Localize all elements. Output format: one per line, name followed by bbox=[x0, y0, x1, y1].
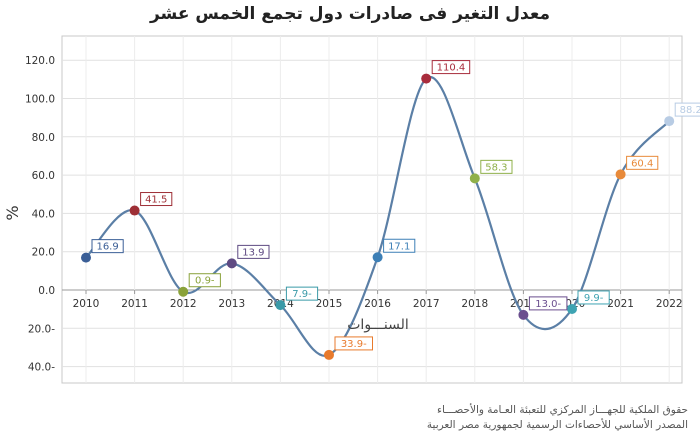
data-point bbox=[324, 349, 334, 360]
data-label: 9.9- bbox=[584, 293, 604, 304]
data-point bbox=[567, 303, 577, 314]
data-label-box bbox=[285, 286, 319, 301]
data-label-box bbox=[334, 336, 373, 351]
data-label: 17.1 bbox=[388, 241, 410, 252]
data-point bbox=[275, 300, 286, 311]
data-point bbox=[664, 116, 675, 127]
x-tick-label: 2016 bbox=[364, 298, 391, 310]
y-tick-label: 40.0- bbox=[28, 362, 55, 374]
x-tick-label: 2018 bbox=[461, 298, 488, 310]
chart-title: معدل التغير فى صادرات دول تجمع الخمس عشر bbox=[149, 4, 550, 24]
y-tick-label: 60.0 bbox=[32, 170, 55, 182]
data-label: 16.9 bbox=[96, 242, 118, 253]
x-tick-label: 2012 bbox=[170, 298, 197, 310]
x-axis-label: السنـــوات bbox=[347, 317, 408, 333]
data-label: 13.0- bbox=[535, 299, 561, 310]
data-label: 41.5 bbox=[145, 195, 167, 206]
data-point bbox=[615, 169, 626, 180]
x-tick-label: 2021 bbox=[607, 298, 634, 310]
data-label-box bbox=[674, 102, 700, 117]
plot-area bbox=[61, 35, 683, 384]
y-tick-label: 20.0- bbox=[28, 323, 55, 335]
x-tick-label: 2013 bbox=[218, 298, 245, 310]
y-tick-label: 120.0 bbox=[25, 55, 55, 67]
data-label-box bbox=[237, 244, 270, 259]
data-label-box bbox=[383, 238, 416, 253]
data-point bbox=[372, 252, 383, 263]
y-tick-label: 0.0 bbox=[38, 285, 55, 297]
data-point bbox=[178, 286, 189, 297]
data-label: 13.9 bbox=[242, 247, 264, 258]
data-label: 33.9- bbox=[341, 339, 367, 350]
data-point bbox=[129, 205, 140, 216]
y-tick-label: 100.0 bbox=[25, 94, 55, 106]
x-tick-label: 2022 bbox=[656, 298, 683, 310]
data-label: 7.9- bbox=[292, 289, 312, 300]
data-label-box bbox=[577, 290, 610, 305]
data-label: 60.4 bbox=[631, 158, 653, 169]
data-points bbox=[81, 73, 675, 360]
data-point bbox=[518, 309, 529, 320]
data-label: 58.3 bbox=[485, 162, 507, 173]
data-label-box bbox=[140, 192, 173, 207]
x-tick-label: 2010 bbox=[73, 298, 100, 310]
data-label-box bbox=[528, 296, 568, 311]
data-label-box bbox=[431, 60, 471, 75]
x-tick-label: 2015 bbox=[316, 298, 343, 310]
data-point bbox=[81, 252, 91, 263]
data-label-box bbox=[480, 159, 513, 174]
data-label: 0.9- bbox=[195, 276, 215, 287]
data-label: 110.4 bbox=[437, 63, 466, 74]
data-label-box bbox=[626, 155, 659, 170]
y-tick-label: 40.0 bbox=[32, 208, 55, 220]
data-labels: 16.9 41.5 0.9- 13.9 7.9- 33.9- 17.1 110.4 58.3 13… bbox=[91, 60, 700, 351]
x-tick-label: 2017 bbox=[413, 298, 440, 310]
data-label-box bbox=[188, 273, 221, 288]
footer-source: المصدر الأساسي للأحصاءات الرسمية لجمهوري… bbox=[426, 419, 688, 431]
data-point bbox=[421, 73, 432, 84]
y-tick-label: 80.0 bbox=[32, 132, 55, 144]
data-label: 88.2 bbox=[680, 105, 700, 116]
data-point bbox=[469, 173, 480, 184]
x-tick-label: 2011 bbox=[121, 298, 148, 310]
y-axis-label: % bbox=[3, 205, 22, 220]
footer-copyright: حقوق الملكية للجهـــاز المركزي للتعبئة ا… bbox=[437, 404, 688, 416]
axes: 40.0- 20.0- 0.0 20.0 40.0 60.0 80.0 100.0 120.0 2… bbox=[25, 55, 683, 373]
grid-lines bbox=[62, 36, 682, 383]
data-label-box bbox=[91, 239, 124, 254]
data-point bbox=[226, 258, 237, 269]
y-tick-label: 20.0 bbox=[32, 247, 55, 259]
